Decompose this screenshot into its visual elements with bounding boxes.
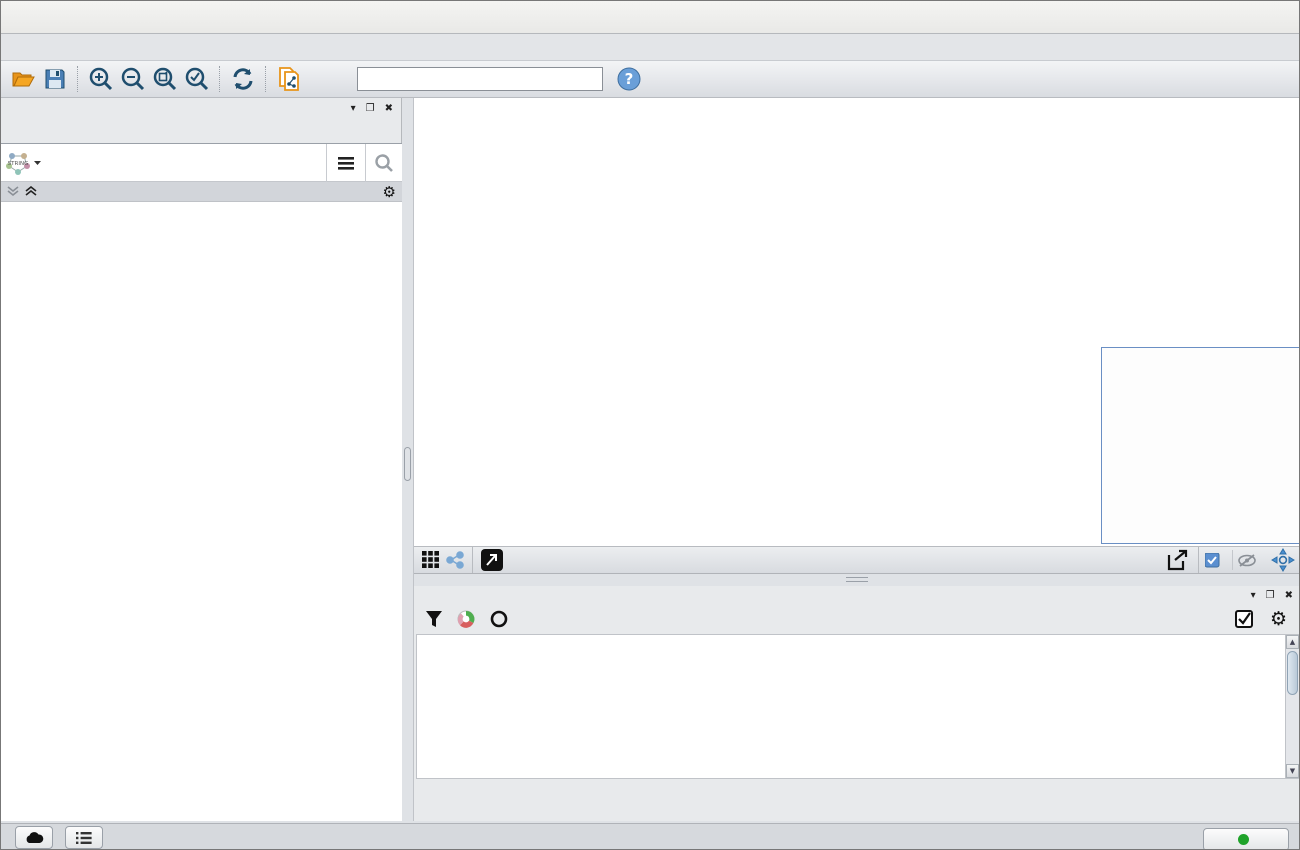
svg-text:STRING: STRING <box>8 161 29 167</box>
control-panel-tabs <box>5 120 398 143</box>
panel-float-icon[interactable]: ❐ <box>365 103 375 114</box>
scroll-up-button[interactable]: ▲ <box>1286 635 1299 649</box>
panel-menu-icon[interactable]: ▾ <box>350 103 356 114</box>
close-button[interactable] <box>1265 1 1299 34</box>
title-bar <box>1 1 1299 34</box>
vertical-splitter-handle[interactable] <box>404 447 411 481</box>
zoom-fit-button[interactable] <box>149 64 181 94</box>
network-view-toolbar <box>414 546 1299 574</box>
selected-nodes-checkbox-icon[interactable] <box>1205 552 1220 568</box>
hidden-eye-icon[interactable] <box>1237 553 1257 568</box>
chevron-down-icon <box>34 160 41 165</box>
birdseye-toggle-icon[interactable] <box>1271 548 1295 572</box>
help-button[interactable]: ? <box>613 64 645 94</box>
enrichment-toolbar: ⚙ <box>414 605 1299 633</box>
zoom-selected-button[interactable] <box>181 64 213 94</box>
network-selection-bar: ⚙ <box>1 182 402 202</box>
menu-bar <box>1 34 1299 61</box>
collapse-all-icon[interactable] <box>7 186 19 197</box>
maximize-button[interactable] <box>1231 1 1265 34</box>
table-panel: ▾ ❐ ✖ ⚙ ▲ ▼ <box>414 586 1299 821</box>
table-panel-close-icon[interactable]: ✖ <box>1284 590 1293 601</box>
open-session-button[interactable] <box>7 64 39 94</box>
main-toolbar: ? <box>1 61 1299 98</box>
string-app-icon[interactable] <box>481 549 503 571</box>
control-panel: ▾ ❐ ✖ STRING <box>1 98 402 821</box>
table-panel-menu-icon[interactable]: ▾ <box>1250 590 1256 601</box>
zoom-out-button[interactable] <box>117 64 149 94</box>
save-icon <box>45 69 65 89</box>
export-network-icon[interactable] <box>1166 549 1190 571</box>
string-source-dropdown[interactable]: STRING <box>5 150 42 176</box>
birdseye-view[interactable] <box>1101 347 1299 544</box>
copy-network-icon <box>279 67 299 91</box>
network-options-gear-icon[interactable]: ⚙ <box>382 182 396 201</box>
memory-button[interactable] <box>1203 828 1289 849</box>
horizontal-splitter-handle[interactable] <box>846 577 868 582</box>
list-icon <box>76 831 92 844</box>
open-folder-icon <box>12 72 35 87</box>
vertical-splitter[interactable] <box>402 98 414 821</box>
search-input[interactable] <box>357 67 603 91</box>
zoom-fit-icon <box>153 67 177 91</box>
svg-text:?: ? <box>625 70 634 88</box>
scroll-down-button[interactable]: ▼ <box>1286 764 1299 778</box>
panel-close-icon[interactable]: ✖ <box>384 103 393 114</box>
cloud-button[interactable] <box>15 826 53 849</box>
memory-status-dot <box>1237 834 1249 845</box>
ring-chart-icon[interactable] <box>490 610 508 628</box>
share-network-icon[interactable] <box>446 551 464 569</box>
status-bar <box>1 823 1299 849</box>
zoom-in-icon <box>89 67 113 91</box>
table-scrollbar[interactable]: ▲ ▼ <box>1285 634 1299 779</box>
string-logo-icon: STRING <box>6 152 30 175</box>
enrichment-chart-icon[interactable] <box>456 609 476 629</box>
expand-all-icon[interactable] <box>25 186 37 197</box>
search-icon <box>375 153 393 172</box>
hamburger-icon <box>338 156 354 170</box>
string-query-bar: STRING <box>1 143 402 182</box>
zoom-selected-icon <box>185 67 209 91</box>
task-list-button[interactable] <box>65 826 103 849</box>
network-tree-area <box>1 202 402 821</box>
string-options-button[interactable] <box>327 156 365 170</box>
string-search-button[interactable] <box>366 153 402 172</box>
table-panel-float-icon[interactable]: ❐ <box>1265 590 1275 601</box>
enrichment-table <box>416 634 1285 779</box>
minimize-button[interactable] <box>1197 1 1231 34</box>
scrollbar-thumb[interactable] <box>1287 651 1298 695</box>
copy-network-button[interactable] <box>273 64 305 94</box>
refresh-icon <box>233 68 253 90</box>
zoom-out-icon <box>121 67 145 91</box>
zoom-in-button[interactable] <box>85 64 117 94</box>
filter-icon[interactable] <box>426 610 442 628</box>
help-icon: ? <box>617 67 641 91</box>
horizontal-splitter[interactable] <box>414 574 1299 586</box>
table-settings-gear-icon[interactable]: ⚙ <box>1269 607 1287 630</box>
select-all-checkbox-icon[interactable] <box>1234 609 1254 629</box>
save-session-button[interactable] <box>39 64 71 94</box>
refresh-button[interactable] <box>227 64 259 94</box>
grid-view-icon[interactable] <box>422 551 440 569</box>
table-panel-header: ▾ ❐ ✖ <box>414 586 1299 605</box>
control-panel-header: ▾ ❐ ✖ <box>1 98 401 119</box>
cloud-icon <box>26 832 44 843</box>
